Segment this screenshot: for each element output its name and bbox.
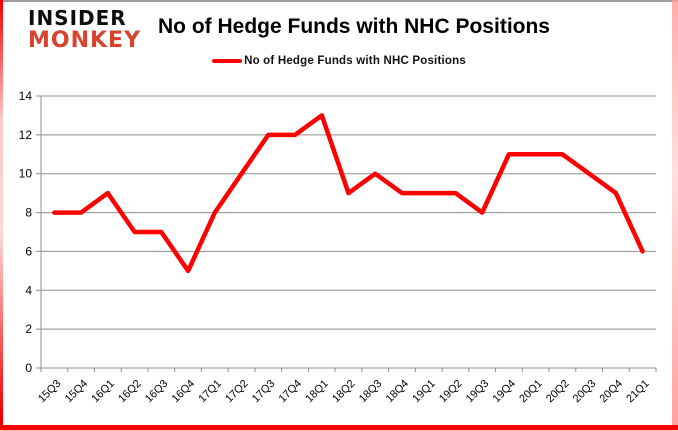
y-axis-label: 12 (19, 128, 33, 142)
frame-border-left (0, 0, 3, 431)
logo-monkey-text: MONKEY (28, 28, 142, 53)
x-axis-label: 17Q4 (277, 378, 305, 406)
x-axis-label: 17Q1 (196, 378, 224, 406)
x-axis-label: 20Q3 (571, 378, 599, 406)
frame-border-right (672, 0, 678, 431)
x-axis-label: 18Q3 (357, 378, 385, 406)
legend-label: No of Hedge Funds with NHC Positions (244, 55, 466, 67)
y-axis-label: 2 (25, 322, 32, 336)
chart-legend: No of Hedge Funds with NHC Positions (0, 55, 678, 67)
legend-line-swatch (212, 59, 243, 63)
x-axis-label: 18Q1 (303, 378, 331, 406)
x-axis-label: 16Q4 (170, 378, 198, 406)
x-axis-label: 20Q2 (544, 378, 572, 406)
x-axis-label: 19Q4 (491, 378, 519, 406)
y-axis-label: 4 (25, 283, 32, 297)
insider-monkey-logo: INSIDER MONKEY (28, 8, 141, 52)
x-axis-label: 15Q3 (36, 378, 64, 406)
x-axis-label: 18Q2 (330, 378, 358, 406)
x-axis-label: 19Q3 (464, 378, 492, 406)
y-axis-label: 0 (25, 361, 32, 375)
x-axis-label: 20Q1 (517, 378, 545, 406)
x-axis-label: 16Q2 (116, 378, 144, 406)
y-axis-label: 10 (19, 167, 33, 181)
x-axis-label: 21Q1 (624, 378, 652, 406)
logo-insider-text: INSIDER (28, 6, 127, 30)
x-axis-label: 18Q4 (384, 378, 412, 406)
x-axis-label: 16Q3 (143, 378, 171, 406)
x-axis-label: 17Q2 (223, 378, 251, 406)
chart-title: No of Hedge Funds with NHC Positions (158, 15, 550, 38)
y-axis-label: 6 (25, 244, 32, 258)
x-axis-label: 19Q2 (437, 378, 465, 406)
frame-border-bottom (0, 425, 678, 430)
x-axis-label: 15Q4 (63, 378, 91, 406)
x-axis-label: 16Q1 (89, 378, 117, 406)
x-axis-label: 19Q1 (410, 378, 438, 406)
frame-border-top (0, 0, 678, 2)
y-axis-label: 8 (25, 206, 32, 220)
x-axis-label: 17Q3 (250, 378, 278, 406)
x-axis-label: 20Q4 (597, 378, 625, 406)
y-axis-label: 14 (19, 89, 33, 103)
data-line-series (52, 113, 645, 274)
